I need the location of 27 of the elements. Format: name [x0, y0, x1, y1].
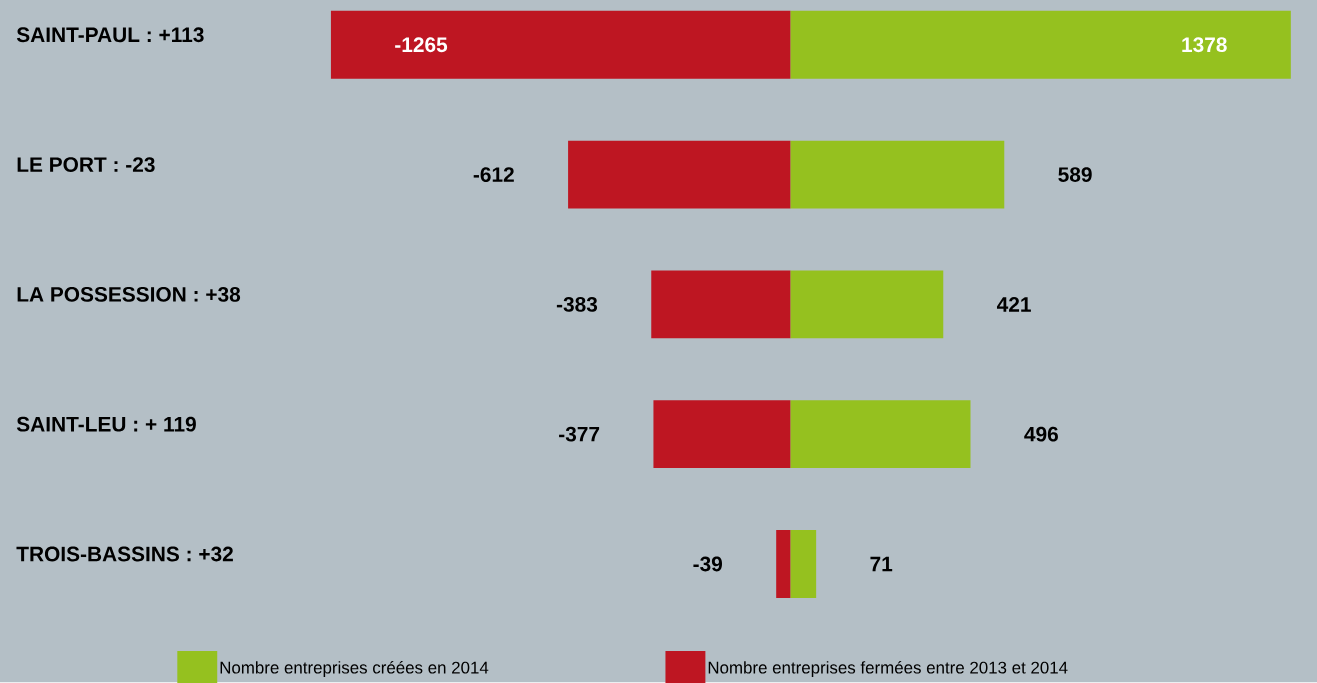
data-label: 589 [1058, 167, 1092, 183]
bar [776, 530, 791, 599]
bar [653, 400, 791, 469]
legend-label: Nombre entreprises fermées entre 2013 et 2014 [708, 661, 1068, 678]
bar [790, 140, 1005, 209]
data-label: -383 [556, 297, 598, 312]
data-label: 496 [1024, 427, 1058, 442]
y-tick-label: SAINT-PAUL : +113 [16, 27, 204, 43]
bar [790, 530, 817, 599]
y-tick-label: TROIS-BASSINS : +32 [16, 546, 233, 562]
data-label: 71 [870, 557, 893, 572]
data-label: 1378 [1182, 37, 1227, 53]
bar [568, 140, 791, 209]
data-label: -377 [559, 427, 600, 442]
data-label: -612 [473, 167, 514, 183]
data-label: 421 [996, 297, 1031, 312]
bar [790, 400, 971, 469]
legend-label: Nombre entreprises créées en 2014 [220, 661, 489, 678]
bar [651, 270, 791, 339]
bar [790, 11, 1291, 79]
data-label: -39 [693, 556, 723, 572]
y-tick-label: SAINT-LEU : + 119 [16, 417, 196, 432]
bar [330, 11, 791, 79]
data-label: -1265 [395, 37, 448, 53]
bar [790, 270, 944, 339]
y-tick-label: LE PORT : -23 [17, 157, 155, 173]
y-tick-label: LA POSSESSION : +38 [17, 287, 241, 303]
